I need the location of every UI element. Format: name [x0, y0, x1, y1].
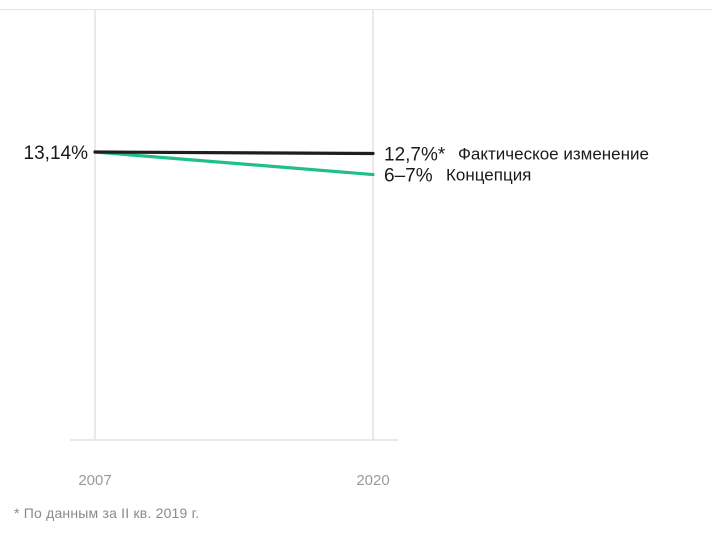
top-divider [0, 9, 712, 10]
x-tick-label-2007: 2007 [78, 472, 111, 489]
start-value-label: 13,14% [24, 143, 89, 164]
end-value-label-0: 12,7%* [384, 144, 446, 165]
series-line-1 [93, 150, 375, 177]
end-value-label-1: 6–7% [384, 166, 433, 187]
footnote: * По данным за II кв. 2019 г. [14, 505, 200, 521]
x-tick-label-2020: 2020 [356, 472, 389, 489]
series-name-label-1: Концепция [446, 166, 531, 185]
series-line-0 [93, 150, 375, 156]
series-name-label-0: Фактическое изменение [458, 144, 649, 163]
